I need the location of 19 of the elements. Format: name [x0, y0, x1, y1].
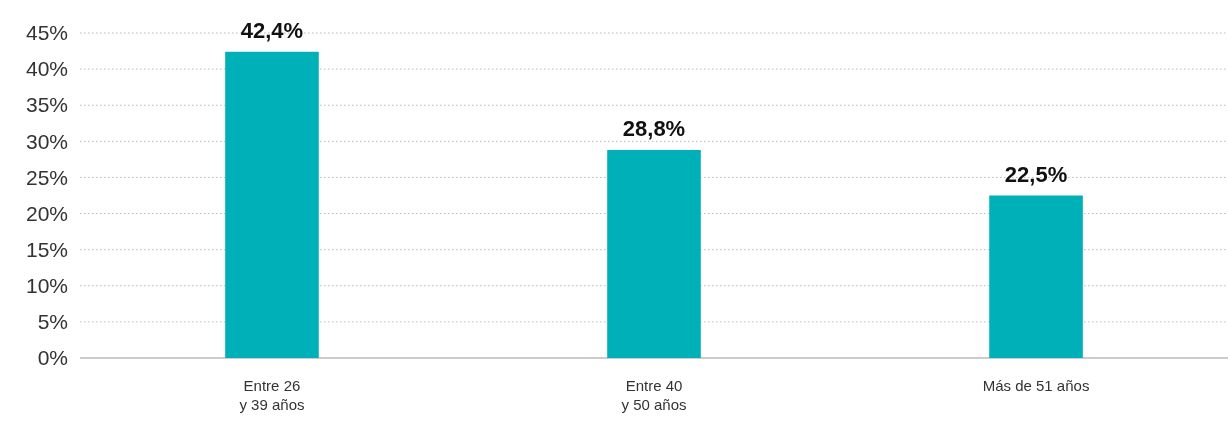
y-tick-label: 45%	[25, 21, 68, 45]
y-tick-label: 20%	[25, 201, 68, 225]
y-tick-label: 0%	[37, 346, 68, 370]
bar	[989, 195, 1083, 358]
y-tick-label: 40%	[25, 57, 68, 81]
y-tick-label: 10%	[25, 274, 68, 297]
x-tick-label: Más de 51 años	[982, 377, 1090, 394]
y-tick-label: 35%	[25, 93, 68, 117]
data-label: 22,5%	[1004, 161, 1068, 187]
y-tick-label: 30%	[25, 129, 68, 153]
y-tick-label: 15%	[25, 237, 68, 261]
x-tick-label: Entre 26 y 39 años	[239, 377, 305, 413]
data-label: 42,4%	[240, 17, 304, 43]
x-tick-label: Entre 40 y 50 años	[621, 377, 687, 413]
bar	[607, 150, 701, 358]
y-tick-label: 25%	[25, 165, 68, 189]
y-tick-label: 5%	[37, 310, 68, 334]
bar	[225, 51, 319, 358]
data-label: 28,8%	[622, 116, 686, 141]
